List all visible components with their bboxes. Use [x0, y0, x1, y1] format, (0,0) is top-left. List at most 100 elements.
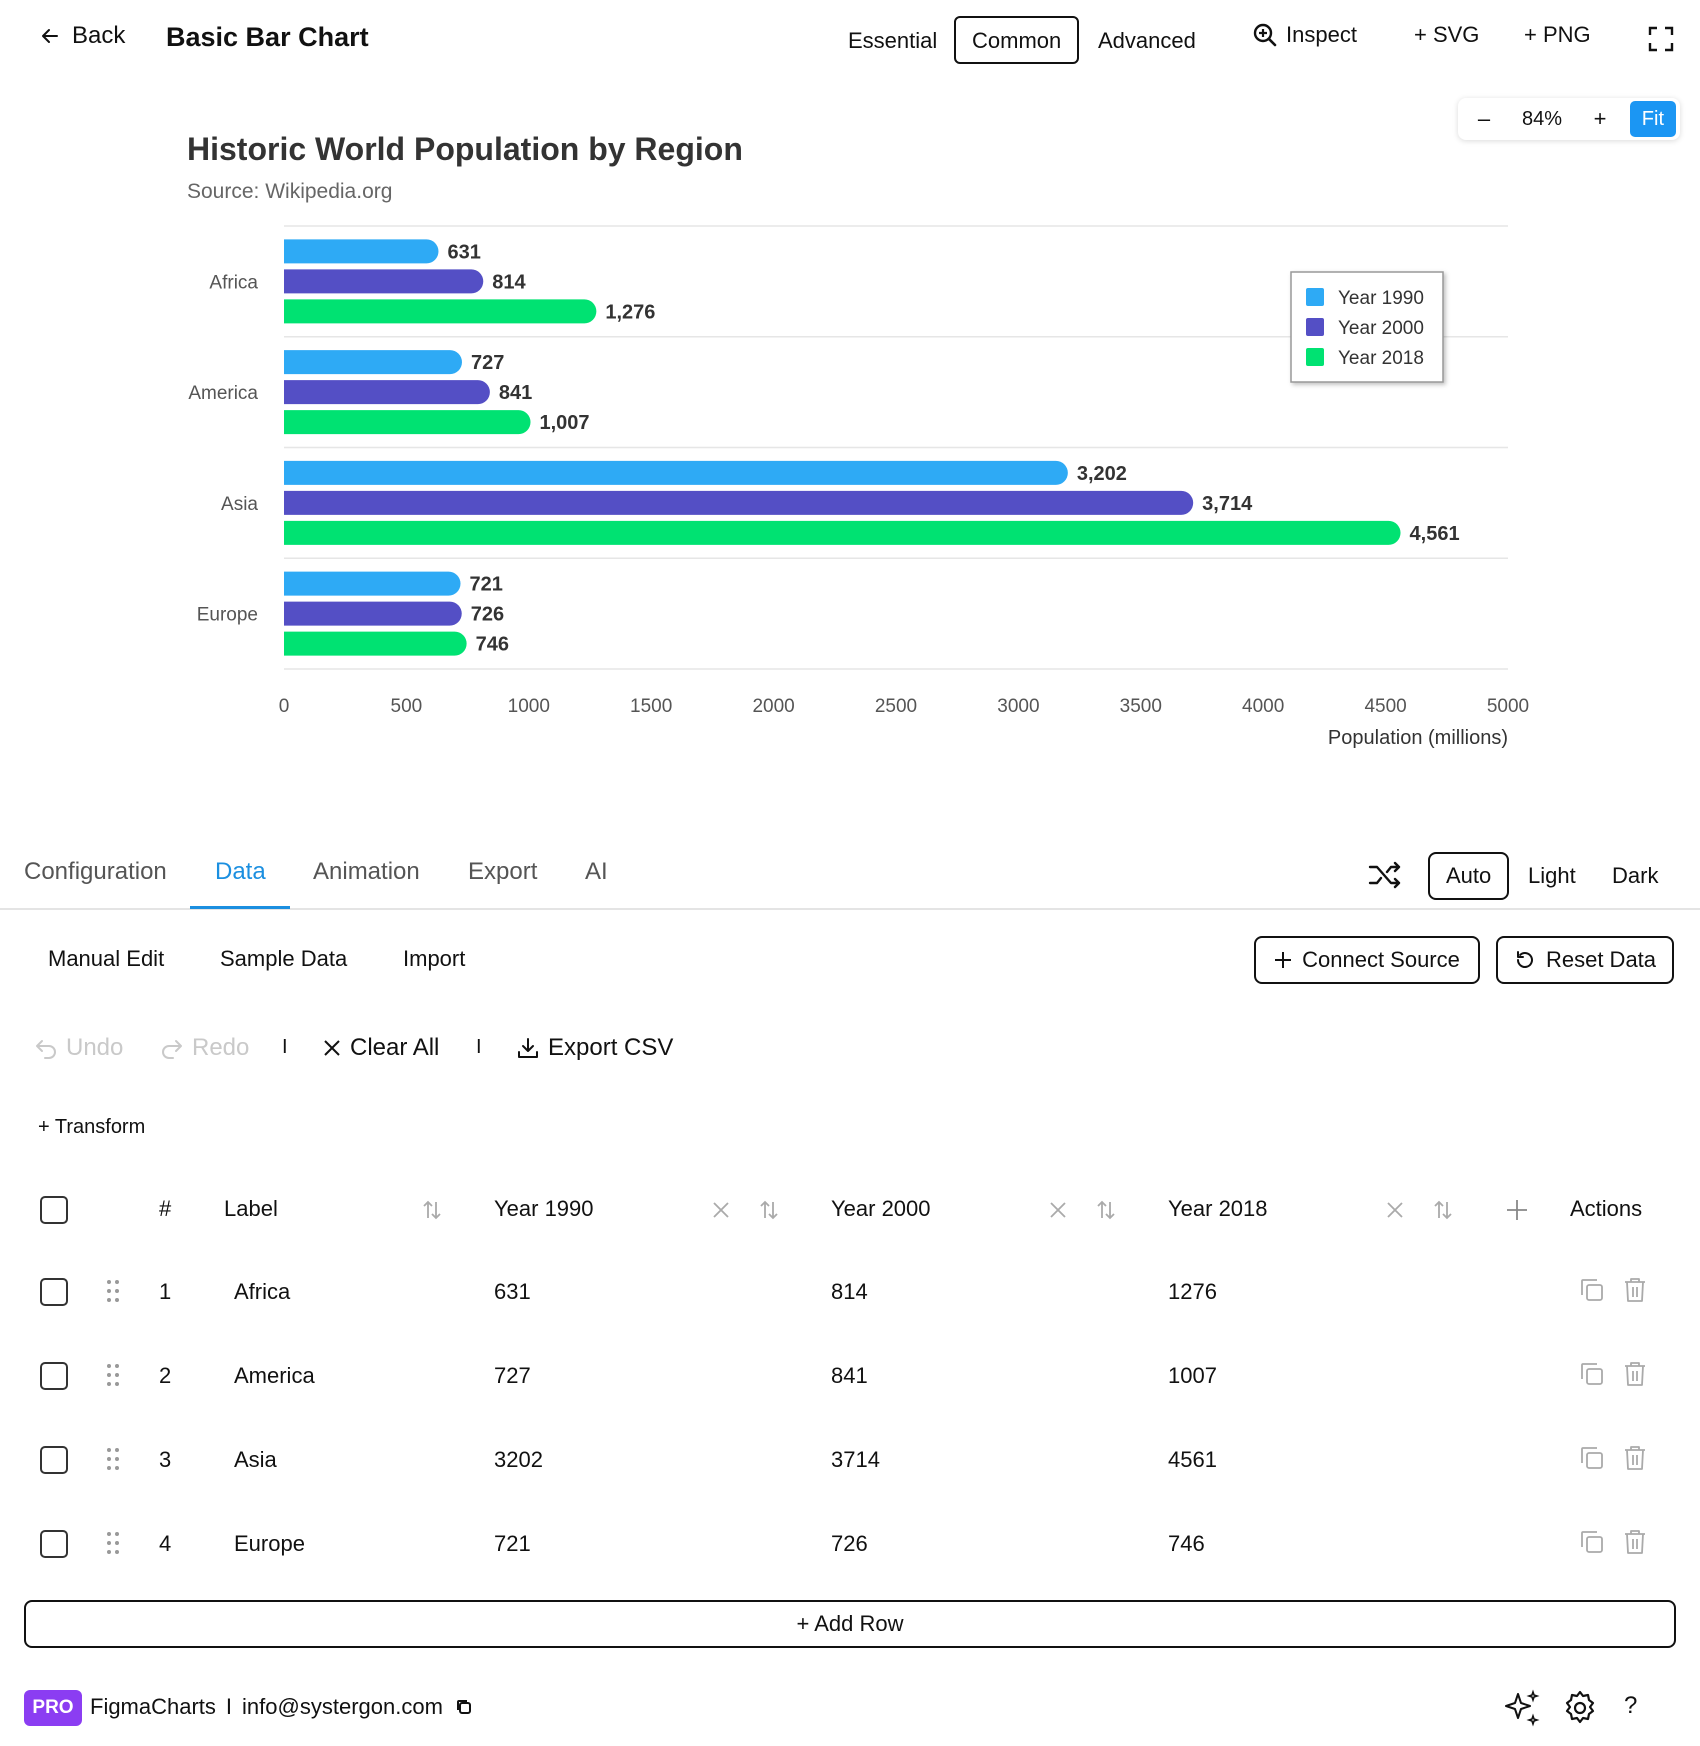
duplicate-row-icon[interactable] — [1578, 1528, 1606, 1556]
connect-source-label: Connect Source — [1302, 947, 1460, 972]
sparkles-icon[interactable] — [1502, 1688, 1542, 1728]
app-name: FigmaCharts — [90, 1694, 216, 1719]
add-transform-button[interactable]: + Transform — [38, 1116, 146, 1138]
cell-year-1990[interactable]: 727 — [494, 1363, 531, 1388]
page-title: Basic Bar Chart — [166, 22, 369, 52]
legend-item[interactable]: Year 2000 — [1338, 318, 1424, 339]
chart-grid — [284, 225, 1508, 670]
add-png-button[interactable]: + PNG — [1524, 22, 1591, 47]
delete-row-icon[interactable] — [1622, 1276, 1648, 1304]
delete-row-icon[interactable] — [1622, 1528, 1648, 1556]
tab-export[interactable]: Export — [468, 858, 538, 885]
cell-label[interactable]: Asia — [234, 1447, 277, 1472]
row-checkbox[interactable] — [40, 1446, 68, 1474]
cell-year-2018[interactable]: 4561 — [1168, 1447, 1217, 1472]
subtab-sample-data[interactable]: Sample Data — [220, 946, 348, 971]
shuffle-button[interactable] — [1368, 860, 1402, 895]
cell-year-1990[interactable]: 631 — [494, 1279, 531, 1304]
row-number: 3 — [159, 1447, 172, 1472]
cell-year-2018[interactable]: 1007 — [1168, 1363, 1217, 1388]
zoom-out-button[interactable]: – — [1477, 106, 1491, 131]
duplicate-row-icon[interactable] — [1578, 1360, 1606, 1388]
level-common[interactable]: Common — [954, 16, 1080, 64]
legend-item[interactable]: Year 2018 — [1338, 348, 1424, 369]
remove-column-icon[interactable] — [1049, 1201, 1067, 1219]
tab-animation[interactable]: Animation — [313, 858, 420, 885]
level-essential[interactable]: Essential — [848, 28, 938, 53]
delete-row-icon[interactable] — [1622, 1444, 1648, 1472]
drag-handle-icon[interactable] — [106, 1446, 120, 1472]
duplicate-row-icon[interactable] — [1578, 1444, 1606, 1472]
remove-column-icon[interactable] — [1386, 1201, 1404, 1219]
drag-handle-icon[interactable] — [106, 1362, 120, 1388]
subtab-import[interactable]: Import — [403, 946, 466, 971]
drag-handle-icon[interactable] — [106, 1530, 120, 1556]
cell-label[interactable]: Europe — [234, 1531, 305, 1556]
help-button[interactable]: ? — [1624, 1692, 1638, 1719]
data-label: 727 — [471, 352, 504, 374]
x-tick-label: 0 — [279, 696, 290, 717]
add-row-button[interactable]: + Add Row — [24, 1600, 1676, 1648]
theme-light[interactable]: Light — [1528, 863, 1576, 888]
cell-label[interactable]: America — [234, 1363, 315, 1388]
chart-category-labels: Africa America Asia Europe — [188, 272, 258, 625]
zoom-in-button[interactable]: + — [1593, 106, 1607, 131]
sort-icon[interactable] — [420, 1198, 444, 1222]
add-svg-button[interactable]: + SVG — [1414, 22, 1480, 47]
x-tick-label: 1000 — [508, 696, 550, 717]
cell-year-2018[interactable]: 1276 — [1168, 1279, 1217, 1304]
row-checkbox[interactable] — [40, 1530, 68, 1558]
settings-gear-icon[interactable] — [1560, 1688, 1600, 1728]
cell-label[interactable]: Africa — [234, 1279, 291, 1304]
sort-icon[interactable] — [1094, 1198, 1118, 1222]
add-column-icon[interactable] — [1505, 1198, 1529, 1222]
drag-handle-icon[interactable] — [106, 1278, 120, 1304]
row-checkbox[interactable] — [40, 1362, 68, 1390]
active-tab-indicator — [190, 906, 290, 909]
chart-legend: Year 1990 Year 2000 Year 2018 — [1290, 271, 1444, 383]
clear-all-button[interactable]: Clear All — [322, 1034, 439, 1062]
x-tick-label: 1500 — [630, 696, 672, 717]
bar — [284, 520, 1401, 545]
cell-year-2018[interactable]: 746 — [1168, 1531, 1205, 1556]
subtab-manual-edit[interactable]: Manual Edit — [48, 946, 165, 971]
cell-year-1990[interactable]: 721 — [494, 1531, 531, 1556]
connect-source-button[interactable]: Connect Source — [1254, 936, 1480, 984]
row-checkbox[interactable] — [40, 1278, 68, 1306]
inspect-button[interactable]: Inspect — [1252, 22, 1357, 48]
sort-icon[interactable] — [1431, 1198, 1455, 1222]
row-number: 4 — [159, 1531, 172, 1556]
row-number: 2 — [159, 1363, 172, 1388]
theme-auto[interactable]: Auto — [1428, 852, 1510, 900]
level-advanced[interactable]: Advanced — [1098, 28, 1196, 53]
select-all-checkbox[interactable] — [40, 1196, 68, 1224]
support-email[interactable]: info@systergon.com — [242, 1694, 443, 1719]
redo-button[interactable]: Redo — [160, 1034, 249, 1062]
fit-button[interactable]: Fit — [1629, 101, 1676, 137]
duplicate-row-icon[interactable] — [1578, 1276, 1606, 1304]
export-csv-button[interactable]: Export CSV — [516, 1034, 673, 1062]
fullscreen-button[interactable] — [1648, 26, 1674, 52]
plus-icon — [1275, 952, 1292, 968]
copy-icon[interactable] — [455, 1698, 473, 1716]
fullscreen-icon — [1648, 26, 1674, 52]
tab-data[interactable]: Data — [215, 858, 266, 885]
reset-data-button[interactable]: Reset Data — [1496, 936, 1674, 984]
legend-item[interactable]: Year 1990 — [1338, 288, 1424, 309]
cell-year-1990[interactable]: 3202 — [494, 1447, 543, 1472]
cell-year-2000[interactable]: 726 — [831, 1531, 868, 1556]
remove-column-icon[interactable] — [712, 1201, 730, 1219]
column-header-year-2018: Year 2018 — [1168, 1196, 1268, 1221]
data-label: 814 — [492, 271, 526, 293]
theme-dark[interactable]: Dark — [1612, 863, 1659, 888]
undo-button[interactable]: Undo — [34, 1034, 123, 1062]
tab-ai[interactable]: AI — [585, 858, 608, 885]
delete-row-icon[interactable] — [1622, 1360, 1648, 1388]
cell-year-2000[interactable]: 814 — [831, 1279, 868, 1304]
cell-year-2000[interactable]: 841 — [831, 1363, 868, 1388]
clear-all-label: Clear All — [350, 1034, 440, 1061]
sort-icon[interactable] — [757, 1198, 781, 1222]
back-button[interactable]: Back — [40, 22, 125, 50]
cell-year-2000[interactable]: 3714 — [831, 1447, 880, 1472]
tab-configuration[interactable]: Configuration — [24, 858, 167, 885]
